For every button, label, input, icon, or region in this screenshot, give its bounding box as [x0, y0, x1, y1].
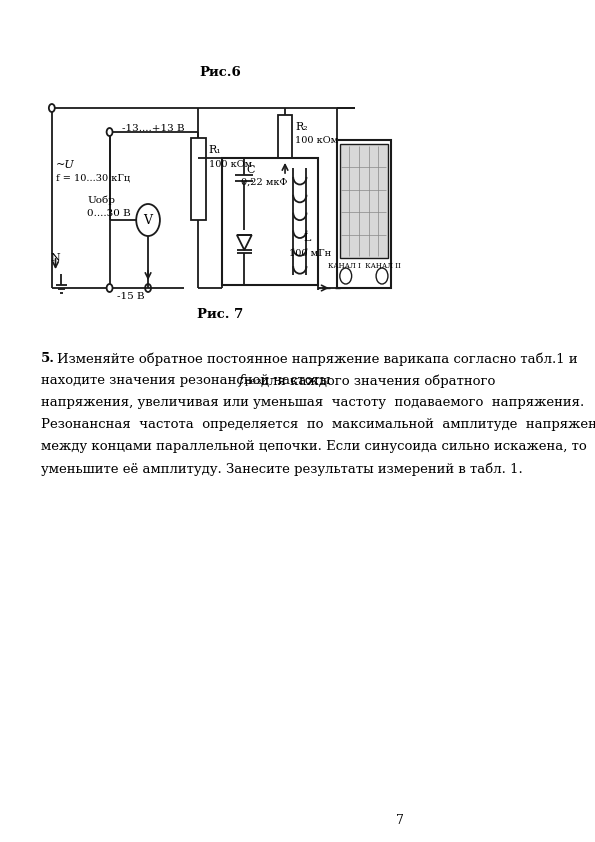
Text: R₂: R₂ — [295, 122, 308, 132]
Text: находите значения резонансной частоты: находите значения резонансной частоты — [40, 374, 330, 387]
Text: -13....+13 В: -13....+13 В — [122, 124, 185, 132]
Text: 100 мГн: 100 мГн — [289, 248, 331, 258]
Text: 0,22 мкФ: 0,22 мкФ — [240, 178, 287, 186]
Text: Рис. 7: Рис. 7 — [197, 308, 243, 322]
Bar — [340, 144, 388, 258]
Text: Рис.6: Рис.6 — [199, 66, 241, 78]
Text: -15 В: -15 В — [117, 292, 145, 301]
Text: f: f — [239, 374, 244, 387]
Text: ~U: ~U — [55, 160, 74, 170]
Text: L: L — [303, 233, 311, 243]
Text: 100 кОм: 100 кОм — [295, 136, 339, 145]
Text: C: C — [246, 165, 255, 175]
Text: напряжения, увеличивая или уменьшая  частоту  подаваемого  напряжения.: напряжения, увеличивая или уменьшая част… — [40, 396, 584, 409]
Text: R₁: R₁ — [209, 145, 221, 155]
Bar — [191, 138, 206, 220]
Text: 0....30 В: 0....30 В — [87, 209, 131, 217]
Bar — [222, 158, 318, 285]
Bar — [337, 140, 391, 288]
Text: Резонансная  частота  определяется  по  максимальной  амплитуде  напряжения: Резонансная частота определяется по макс… — [40, 418, 595, 431]
Text: между концами параллельной цепочки. Если синусоида сильно искажена, то: между концами параллельной цепочки. Если… — [40, 440, 587, 453]
Text: КАНАЛ I  КАНАЛ II: КАНАЛ I КАНАЛ II — [327, 262, 400, 270]
Text: f = 10...30 кГц: f = 10...30 кГц — [55, 173, 130, 183]
Text: Изменяйте обратное постоянное напряжение варикапа согласно табл.1 и: Изменяйте обратное постоянное напряжение… — [57, 352, 578, 365]
Bar — [278, 115, 292, 158]
Text: для каждого значения обратного: для каждого значения обратного — [261, 374, 496, 387]
Text: V: V — [143, 214, 152, 226]
Text: 100 кОм: 100 кОм — [209, 159, 252, 168]
Text: 7: 7 — [396, 813, 404, 827]
Text: уменьшите её амплитуду. Занесите результаты измерений в табл. 1.: уменьшите её амплитуду. Занесите результ… — [40, 462, 522, 476]
Text: 5.: 5. — [40, 352, 55, 365]
Text: N: N — [51, 253, 60, 263]
Text: рез: рез — [245, 377, 262, 386]
Text: Uобр: Uобр — [87, 195, 115, 205]
